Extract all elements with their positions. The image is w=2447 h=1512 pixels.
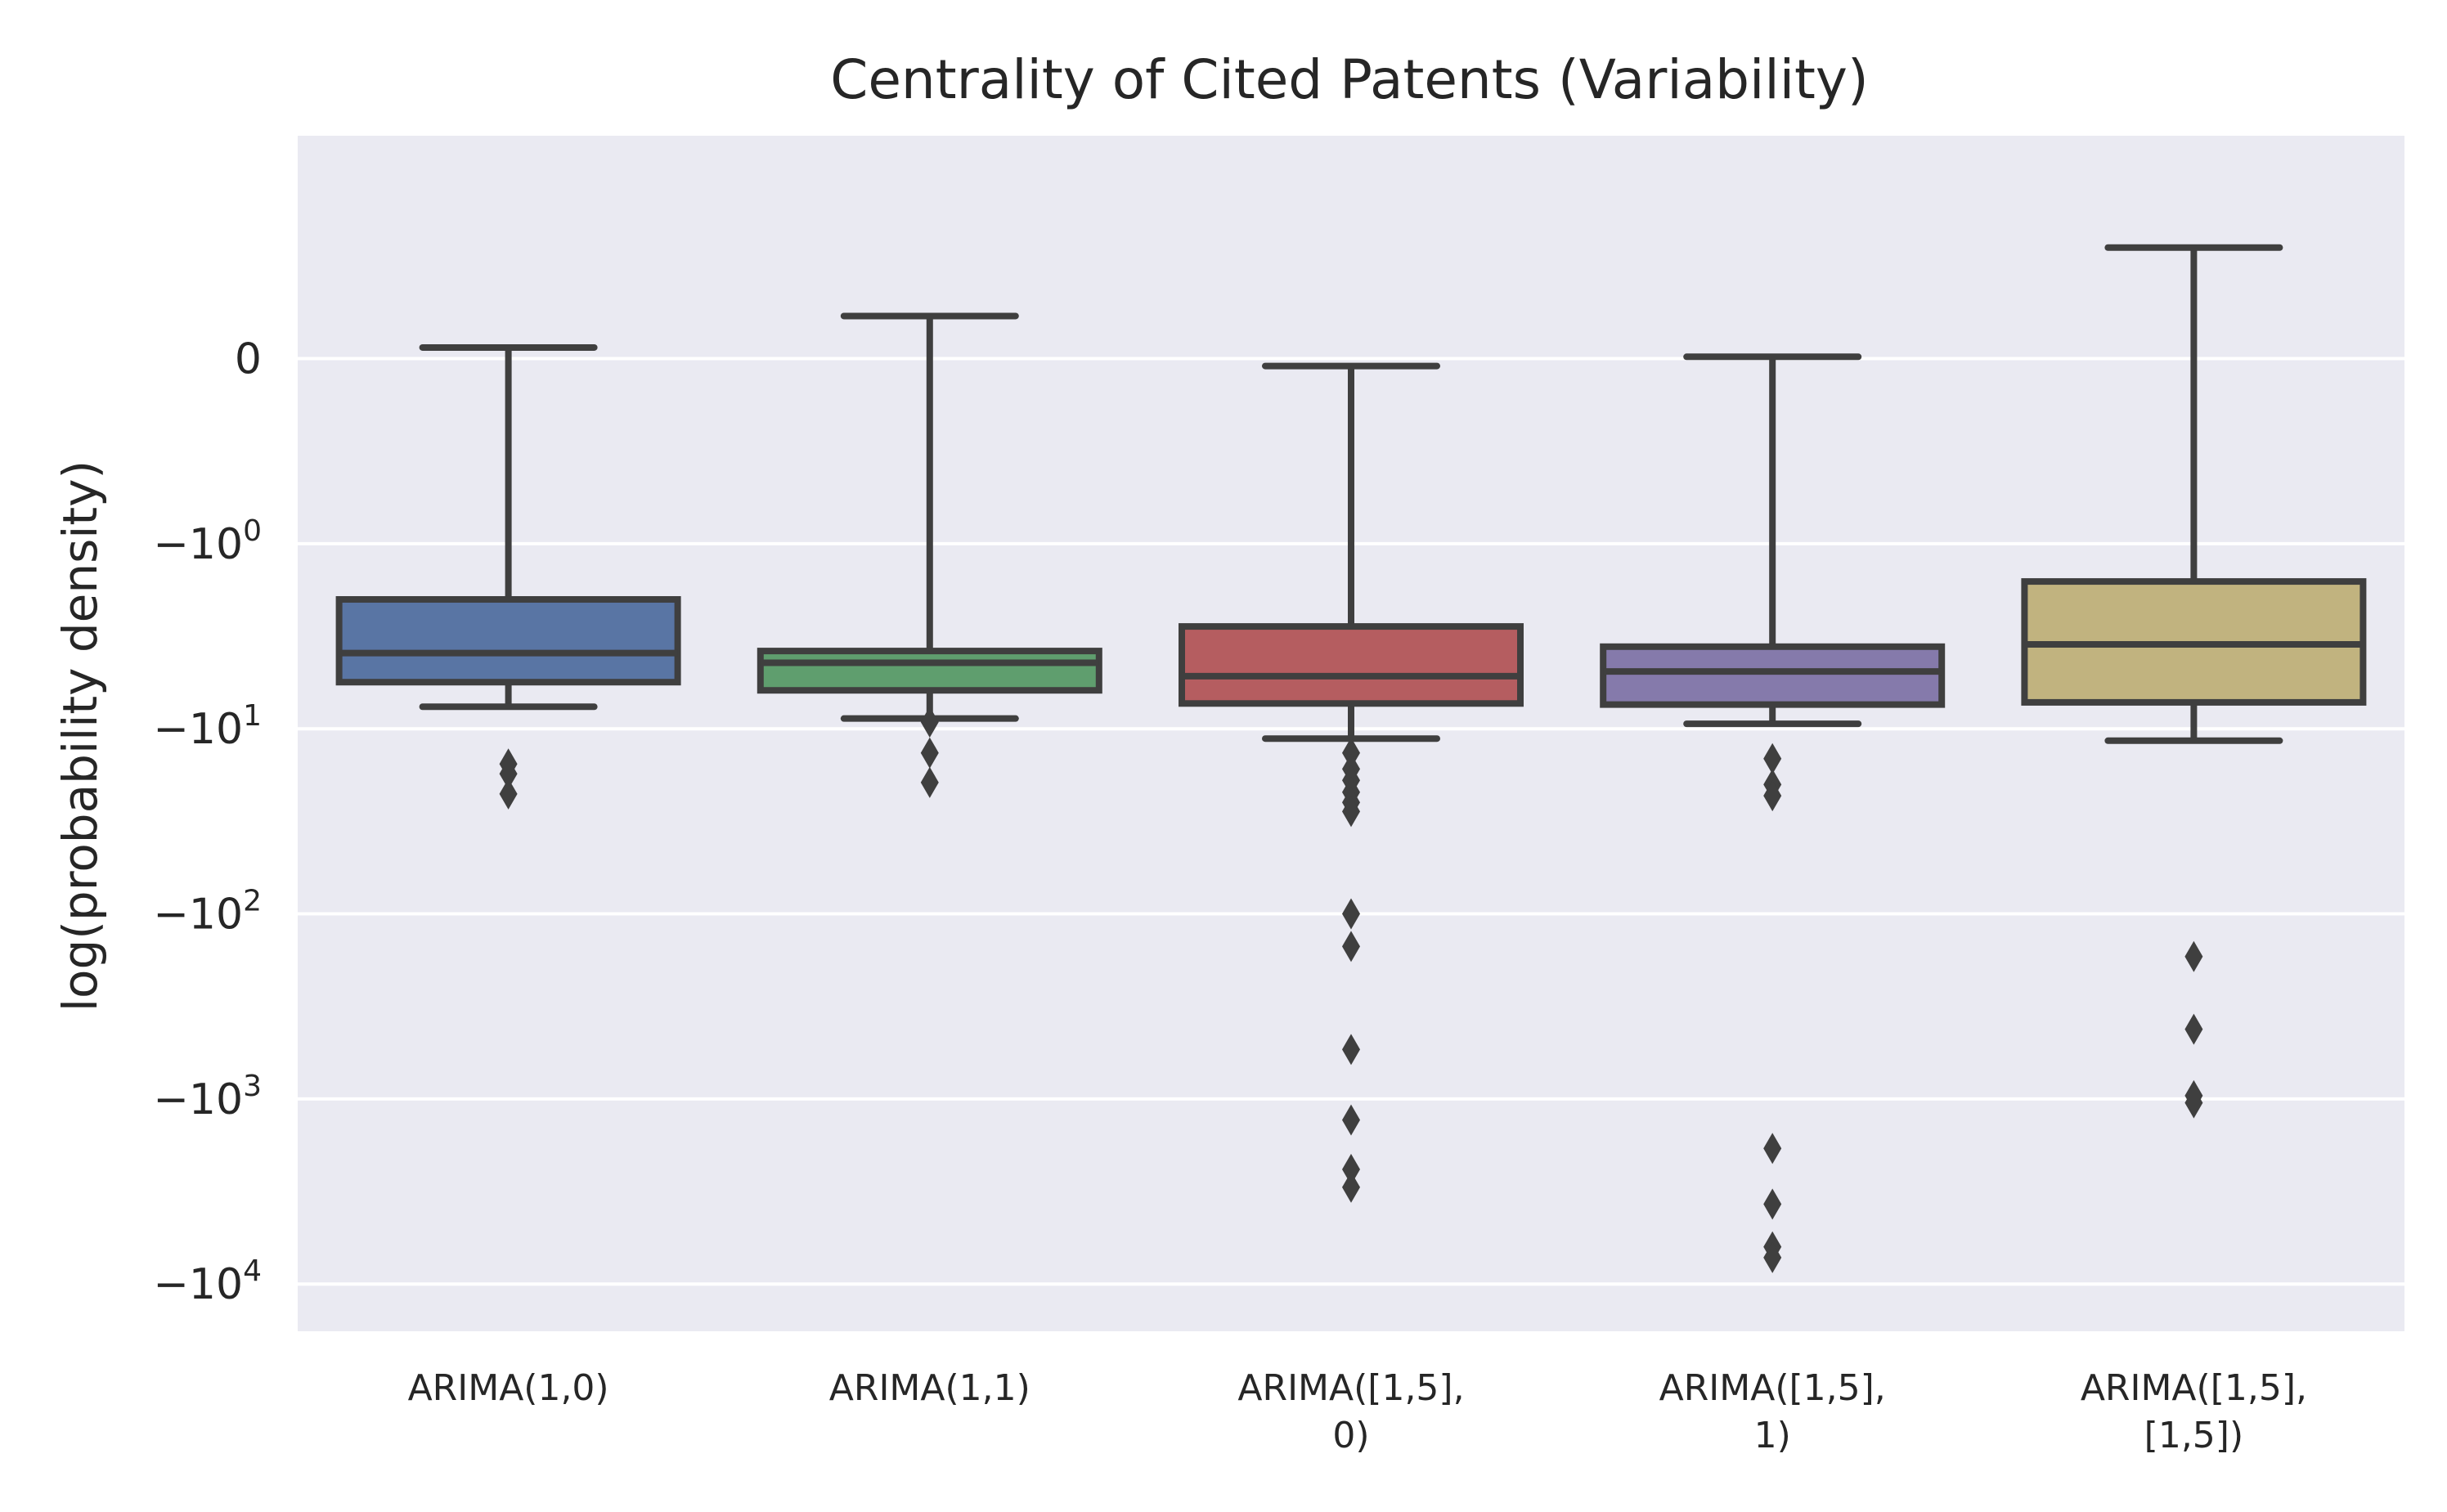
x-tick-label: ARIMA(1,1) [829,1367,1030,1409]
y-tick-labels: 0 −100 −101 −102 −103 −104 [153,335,262,1310]
y-tick-label: −104 [153,1254,262,1309]
x-tick-label: ARIMA([1,5], 0) [1237,1367,1464,1456]
box-iqr [1179,623,1524,707]
outlier-point [499,778,518,810]
box-group [1179,362,1524,1203]
outlier-point [1763,743,1782,774]
y-tick-label: 0 [235,335,262,384]
outlier-point [2184,1013,2203,1045]
x-tick-labels: ARIMA(1,0) ARIMA(1,1) ARIMA([1,5], 0) ARIMA(… [408,1367,2307,1456]
chart-title: Centrality of Cited Patents (Variability… [830,48,1869,111]
outlier-point [1342,898,1360,930]
box-group [335,343,681,810]
outlier-point [920,737,939,769]
outlier-point [1763,1241,1782,1273]
box-iqr [757,648,1102,694]
y-tick-label: −100 [153,514,262,569]
outlier-point [1763,780,1782,812]
y-tick-label: −103 [153,1070,262,1124]
box-group [1600,353,1946,1273]
y-tick-label: −101 [153,699,262,754]
outlier-point [2184,1087,2203,1119]
outlier-point [920,766,939,798]
x-tick-label: ARIMA(1,0) [408,1367,609,1409]
outlier-point [1342,1171,1360,1203]
outlier-point [499,758,518,790]
outlier-point [1763,1188,1782,1220]
outlier-point [1763,1133,1782,1164]
outlier-point [920,707,939,738]
box-group [2021,244,2367,1119]
box-iqr [1600,643,1946,708]
box-group [757,312,1102,798]
outlier-point [1342,796,1360,828]
x-tick-label: ARIMA([1,5], [1,5]) [2081,1367,2307,1456]
box-iqr [335,596,681,686]
x-tick-label: ARIMA([1,5], 1) [1659,1367,1886,1456]
outlier-point [1342,931,1360,962]
outlier-point [1342,1034,1360,1066]
outlier-point [2184,940,2203,972]
y-axis-label: log(probability density) [52,460,108,1012]
boxes-layer [335,244,2367,1273]
y-tick-label: −102 [153,885,262,940]
outlier-point [1342,737,1360,769]
outlier-point [1342,1153,1360,1185]
outlier-point [1342,1104,1360,1136]
